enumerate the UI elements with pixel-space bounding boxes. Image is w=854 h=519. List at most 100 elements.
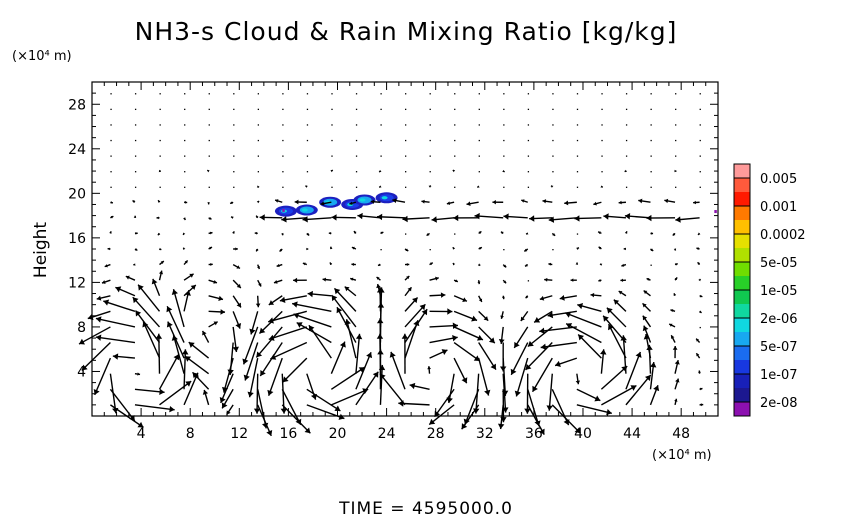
wind-vector	[404, 262, 410, 267]
x-tick-label: 40	[574, 426, 592, 442]
wind-vector	[426, 232, 430, 237]
wind-vector	[331, 155, 333, 157]
wind-vector	[112, 353, 136, 360]
wind-vector	[331, 124, 333, 126]
wind-vector-head	[484, 389, 491, 396]
wind-vector-head	[430, 262, 433, 266]
wind-vector-head	[182, 349, 189, 355]
wind-vector-head	[353, 231, 357, 234]
wind-vector	[378, 185, 382, 188]
wind-vector-head	[540, 343, 547, 350]
wind-vector	[492, 199, 504, 205]
wind-vector-head	[672, 346, 678, 350]
wind-vector-head	[474, 212, 480, 220]
wind-vector	[166, 305, 185, 343]
colorbar-swatch	[734, 374, 750, 389]
wind-vector	[392, 198, 406, 204]
wind-vector	[510, 342, 529, 376]
cloud-patch-edge	[714, 210, 717, 214]
x-tick-label: 36	[525, 426, 543, 442]
wind-vector	[453, 279, 459, 283]
wind-vector	[565, 322, 602, 344]
wind-vector-head	[330, 170, 333, 173]
wind-vector	[453, 326, 484, 341]
wind-vector	[184, 186, 186, 188]
wind-vector	[576, 155, 579, 157]
wind-vector	[625, 351, 642, 390]
wind-vector	[668, 323, 676, 328]
colorbar-label: 1e-05	[760, 284, 798, 299]
wind-vector	[280, 373, 288, 414]
wind-vector-head	[643, 290, 648, 295]
wind-vector	[255, 248, 259, 252]
wind-vector	[257, 389, 269, 429]
wind-vector-shaft	[81, 342, 111, 371]
wind-vector-shaft	[345, 319, 357, 359]
wind-vector-head	[674, 169, 677, 173]
wind-vector-head	[320, 201, 325, 206]
wind-vector	[576, 171, 579, 173]
wind-vector	[674, 277, 678, 281]
wind-vector	[137, 284, 161, 312]
wind-vector	[601, 155, 603, 157]
wind-vector	[670, 334, 676, 343]
wind-vector	[281, 388, 302, 426]
wind-vector	[355, 93, 358, 95]
wind-vector-head	[452, 263, 456, 266]
wind-vector	[268, 326, 308, 341]
wind-vector	[134, 139, 137, 142]
wind-vector-head	[376, 287, 384, 293]
wind-vector	[158, 169, 162, 173]
wind-vector-head	[267, 389, 274, 396]
wind-vector	[355, 139, 358, 142]
wind-vector-head	[599, 263, 603, 266]
wind-vector	[525, 295, 529, 299]
wind-vector	[527, 171, 530, 173]
wind-vector	[650, 155, 652, 157]
wind-vector-head	[232, 346, 239, 353]
wind-vector-head	[608, 324, 614, 331]
wind-vector	[183, 200, 188, 204]
wind-vector	[159, 260, 165, 266]
wind-vector	[192, 371, 210, 390]
wind-vector	[206, 169, 210, 173]
wind-vector	[453, 341, 481, 362]
wind-vector-head	[262, 422, 269, 429]
wind-vector-head	[402, 215, 408, 223]
wind-vector-shaft	[306, 388, 341, 412]
wind-vector	[527, 389, 541, 427]
wind-vector	[207, 202, 210, 205]
wind-vector-head	[670, 309, 674, 313]
wind-vector-shaft	[625, 374, 652, 406]
wind-vector	[546, 373, 553, 411]
wind-vector	[466, 201, 479, 207]
wind-vector-head	[236, 283, 241, 288]
wind-vector	[229, 201, 234, 205]
wind-vector	[208, 231, 213, 235]
colorbar-swatch	[734, 220, 750, 235]
wind-vector-shaft	[355, 371, 379, 406]
wind-vector-head	[598, 246, 602, 250]
wind-vector	[650, 186, 652, 188]
wind-vector-head	[698, 279, 701, 282]
wind-vector-head	[227, 369, 234, 375]
wind-vector-shaft	[478, 342, 497, 371]
wind-vector	[270, 341, 308, 360]
wind-vector	[575, 373, 581, 385]
wind-vector-head	[256, 215, 259, 219]
wind-vector-head	[260, 369, 266, 376]
wind-vector	[405, 155, 407, 157]
wind-vector	[279, 248, 283, 253]
wind-vector-head	[247, 391, 254, 398]
wind-vector-head	[254, 231, 258, 235]
wind-vector-shaft	[229, 342, 234, 375]
wind-vector-head	[674, 277, 678, 281]
wind-vector	[158, 270, 164, 281]
wind-vector-head	[355, 333, 363, 340]
wind-vector-shaft	[166, 305, 185, 343]
wind-vector-head	[446, 397, 453, 404]
wind-vector	[607, 323, 627, 359]
wind-vector-head	[441, 349, 448, 355]
wind-vector	[351, 262, 356, 266]
wind-vector	[377, 213, 406, 221]
